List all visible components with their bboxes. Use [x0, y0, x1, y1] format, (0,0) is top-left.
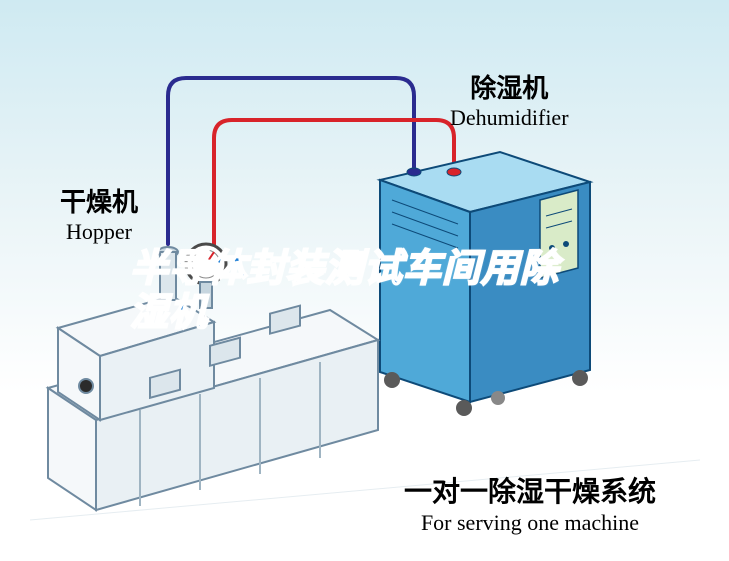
label-dehumidifier: 除湿机 Dehumidifier	[450, 68, 569, 131]
headline-line2: 湿机	[130, 292, 559, 336]
pipe-blue	[168, 78, 414, 244]
label-hopper-cn: 干燥机	[60, 182, 138, 219]
caster-wheel	[384, 372, 400, 388]
label-hopper: 干燥机 Hopper	[60, 182, 138, 245]
caster-wheel	[491, 391, 505, 405]
label-system-en: For serving one machine	[360, 510, 700, 536]
label-hopper-en: Hopper	[60, 219, 138, 245]
label-dehumidifier-cn: 除湿机	[450, 68, 569, 105]
headline-line1: 半导体封装测试车间用除	[130, 248, 559, 292]
caster-wheel	[456, 400, 472, 416]
label-system-cn: 一对一除湿干燥系统	[360, 470, 700, 510]
label-system: 一对一除湿干燥系统 For serving one machine	[360, 470, 700, 536]
label-dehumidifier-en: Dehumidifier	[450, 105, 569, 131]
headline-overlay: 半导体封装测试车间用除 湿机	[130, 248, 559, 335]
caster-wheel	[572, 370, 588, 386]
